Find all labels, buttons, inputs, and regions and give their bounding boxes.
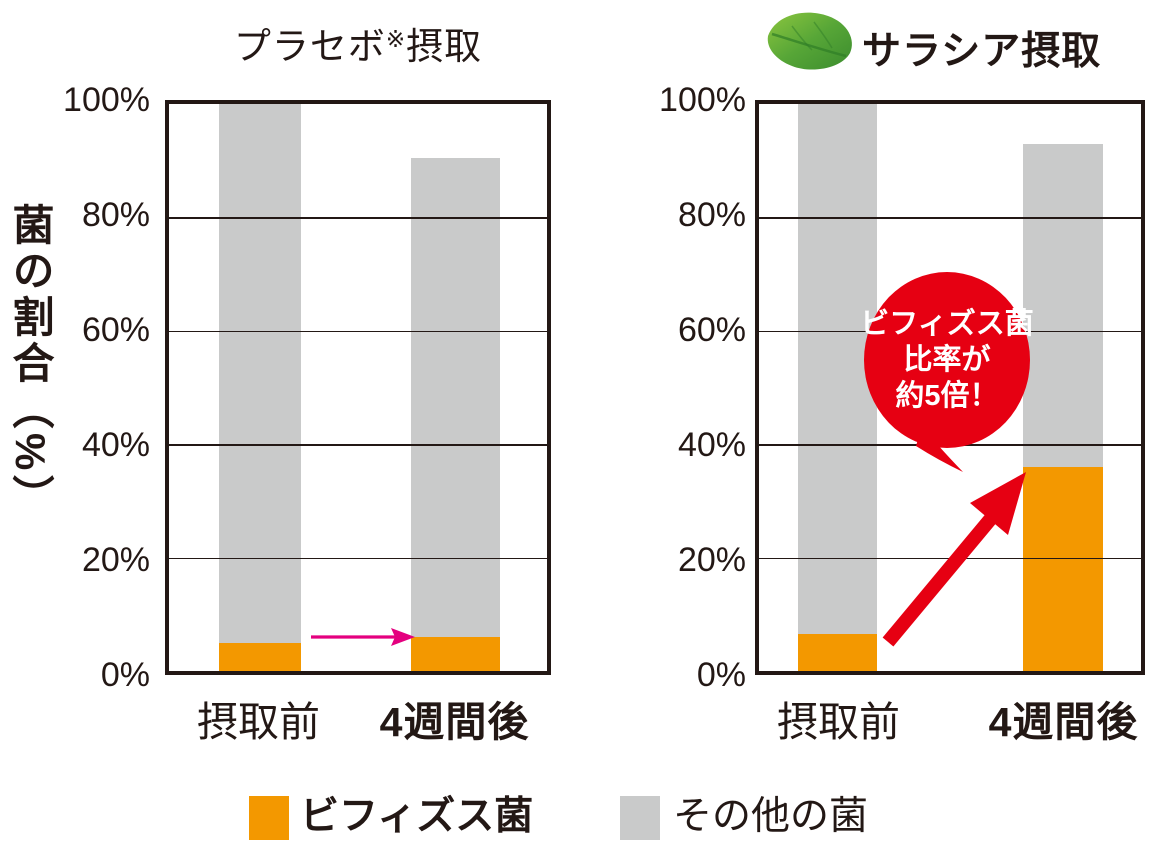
tick-80: 80% xyxy=(677,196,746,234)
placebo-plot-area xyxy=(165,100,551,675)
bifidus-segment xyxy=(219,642,301,671)
gridline-80 xyxy=(759,217,1141,219)
placebo-after-bar xyxy=(411,104,500,671)
other-bacteria-segment xyxy=(219,104,301,643)
tick-80: 80% xyxy=(81,196,150,234)
tick-60: 60% xyxy=(81,311,150,349)
gridline-80 xyxy=(169,217,547,219)
bifidus-segment xyxy=(411,636,500,671)
left-chart-title-suffix: 摂取 xyxy=(406,26,483,67)
gridline-60 xyxy=(169,330,547,333)
gridline-20 xyxy=(169,557,547,560)
tick-100: 100% xyxy=(63,81,150,119)
salacia-before-label: 摂取前 xyxy=(777,699,900,745)
legend-label-bifidus: ビフィズス菌 xyxy=(300,795,534,838)
callout-bubble: ビフィズス菌 比率が 約5倍！ xyxy=(860,272,1034,448)
flat-change-arrow-icon xyxy=(311,628,415,646)
salacia-before-bar xyxy=(798,104,877,671)
legend-label-other: その他の菌 xyxy=(673,795,869,838)
tick-20: 20% xyxy=(81,541,150,579)
tick-40: 40% xyxy=(81,426,150,464)
gridline-40 xyxy=(169,444,547,446)
callout-line-1: ビフィズス菌 xyxy=(860,308,1034,340)
y-axis-title: 菌の割合（%） xyxy=(7,203,54,521)
tick-20: 20% xyxy=(677,541,746,579)
footnote-mark: ※ xyxy=(385,26,407,52)
other-bacteria-segment xyxy=(411,157,500,637)
salacia-after-bar xyxy=(1023,104,1103,671)
tick-0: 0% xyxy=(696,656,746,694)
tick-60: 60% xyxy=(677,311,746,349)
bifidus-segment xyxy=(1023,466,1103,671)
legend-swatch-other xyxy=(620,796,660,840)
left-chart-title: プラセボ※摂取 xyxy=(165,16,551,70)
tick-40: 40% xyxy=(677,426,746,464)
left-chart-title-main: プラセボ xyxy=(233,26,386,67)
placebo-before-label: 摂取前 xyxy=(197,699,320,745)
placebo-before-bar xyxy=(219,104,301,671)
increase-arrow-icon xyxy=(882,472,1026,647)
legend-swatch-bifidus xyxy=(249,796,289,840)
callout-line-3: 約5倍！ xyxy=(895,380,999,412)
callout-line-2: 比率が xyxy=(903,344,991,376)
other-bacteria-segment xyxy=(1023,143,1103,467)
placebo-after-label: 4週間後 xyxy=(379,699,530,745)
leaf-icon xyxy=(767,12,852,70)
bifidus-segment xyxy=(798,634,877,671)
salacia-after-label: 4週間後 xyxy=(988,699,1139,745)
tick-100: 100% xyxy=(659,81,746,119)
tick-0: 0% xyxy=(100,656,150,694)
other-bacteria-segment xyxy=(798,104,877,635)
right-chart-title: サラシア摂取 xyxy=(862,30,1102,73)
